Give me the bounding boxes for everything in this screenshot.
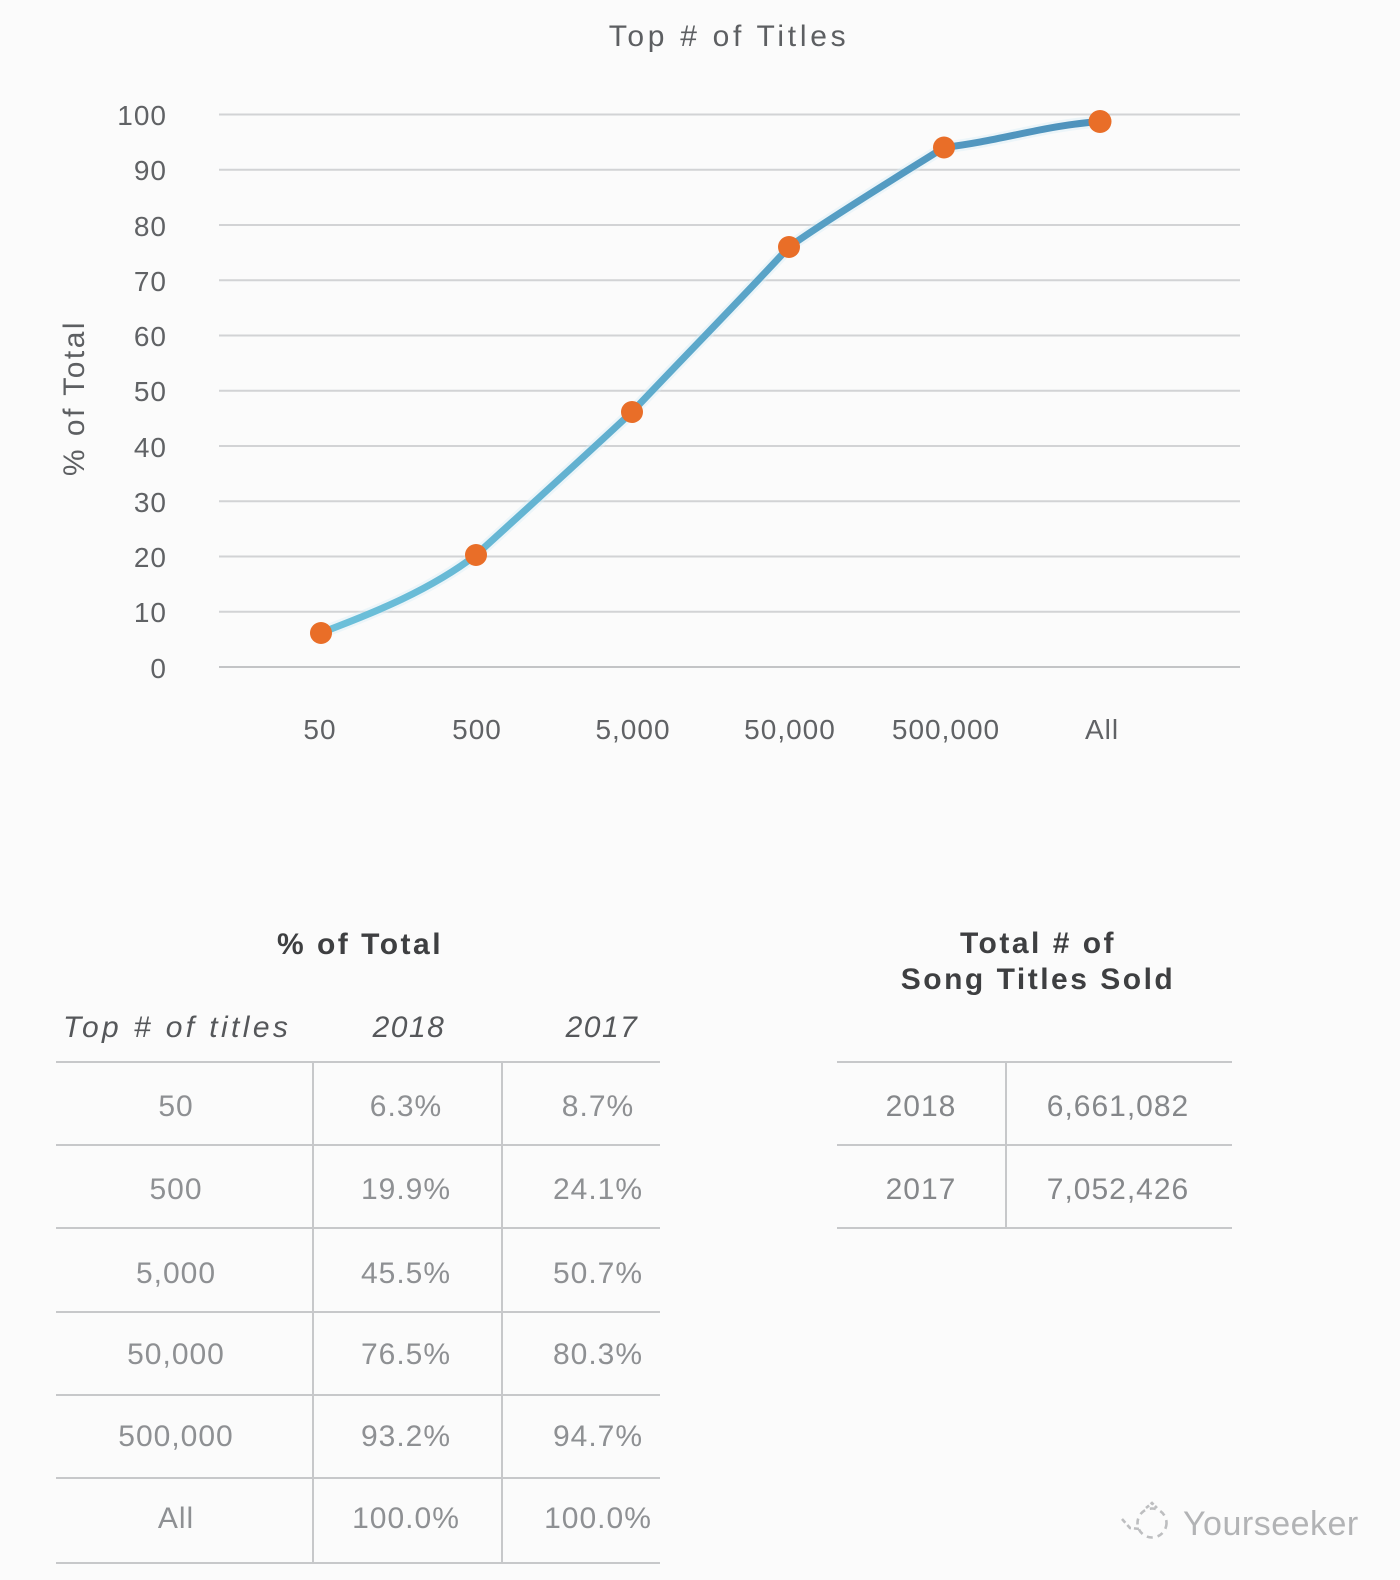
svg-text:Yourseeker: Yourseeker bbox=[1183, 1505, 1359, 1543]
